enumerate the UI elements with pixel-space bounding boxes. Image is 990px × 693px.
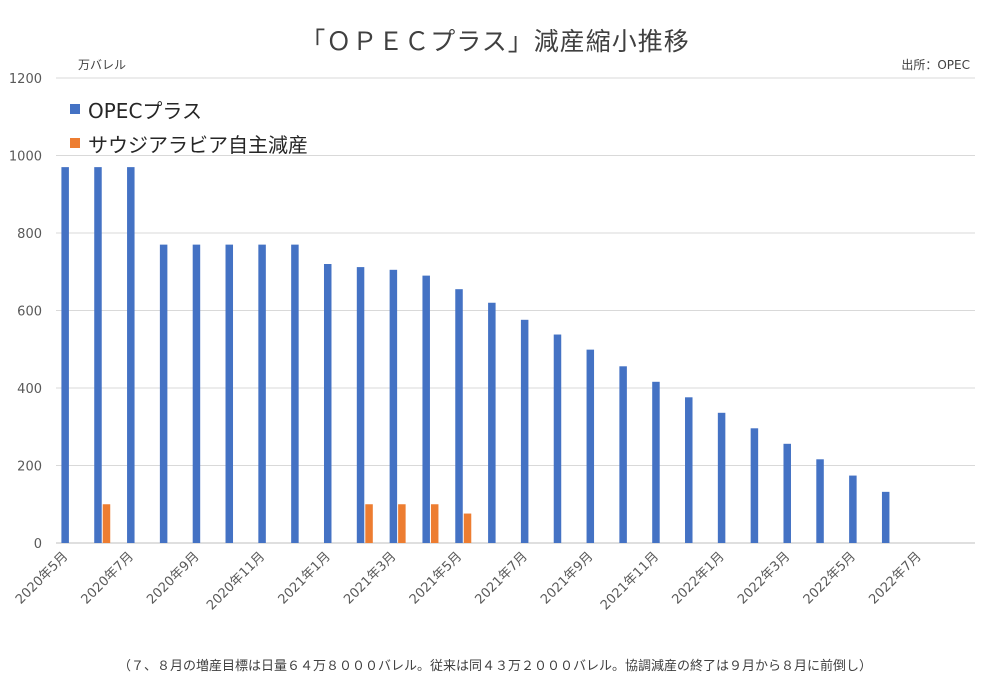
- x-tick-label: 2020年7月: [79, 549, 137, 607]
- legend-label-saudi: サウジアラビア自主減産: [88, 132, 308, 157]
- x-tick-label: 2022年7月: [866, 549, 924, 607]
- footnote: （７、８月の増産目標は日量６４万８０００バレル。従来は同４３万２０００バレル。協…: [117, 659, 872, 674]
- legend-item-opec-plus: OPECプラス: [70, 92, 308, 126]
- bar-opec-plus: [94, 167, 102, 543]
- bar-saudi: [365, 504, 373, 543]
- bar-saudi: [430, 504, 439, 543]
- bar-opec-plus: [258, 244, 266, 543]
- x-tick-label: 2021年3月: [341, 549, 399, 607]
- x-tick-label: 2020年11月: [204, 549, 268, 613]
- bar-opec-plus: [750, 428, 759, 543]
- x-tick-label: 2021年11月: [598, 549, 662, 613]
- x-tick-label: 2022年3月: [735, 549, 793, 607]
- x-tick-label: 2021年5月: [407, 549, 465, 607]
- y-tick-label: 800: [17, 227, 42, 242]
- x-tick-label: 2022年1月: [669, 549, 727, 607]
- x-tick-label: 2021年7月: [473, 549, 531, 607]
- bar-opec-plus: [586, 349, 595, 543]
- bar-opec-plus: [356, 267, 365, 543]
- y-axis-unit-label: 万バレル: [78, 58, 127, 72]
- legend-swatch-orange: [70, 138, 80, 148]
- bar-opec-plus: [192, 244, 201, 543]
- bar-opec-plus: [619, 366, 627, 543]
- legend-swatch-blue: [70, 104, 80, 114]
- bar-opec-plus: [323, 264, 332, 543]
- bar-opec-plus: [685, 397, 693, 543]
- bar-saudi: [463, 513, 472, 543]
- legend: OPECプラス サウジアラビア自主減産: [70, 92, 308, 160]
- y-tick-label: 200: [17, 460, 42, 475]
- x-tick-label: 2021年1月: [276, 549, 334, 607]
- legend-label-opec-plus: OPECプラス: [88, 98, 203, 123]
- legend-item-saudi: サウジアラビア自主減産: [70, 126, 308, 160]
- bar-opec-plus: [455, 289, 463, 543]
- y-tick-label: 1200: [9, 72, 42, 87]
- bar-opec-plus: [553, 334, 562, 543]
- x-tick-label: 2020年5月: [13, 549, 71, 607]
- bar-opec-plus: [652, 381, 660, 543]
- bar-opec-plus: [422, 275, 430, 543]
- bar-opec-plus: [717, 412, 726, 543]
- bar-saudi: [398, 504, 406, 543]
- y-tick-label: 0: [34, 537, 42, 552]
- bar-opec-plus: [488, 302, 496, 543]
- x-tick-label: 2022年5月: [801, 549, 859, 607]
- source-note: 出所：OPEC: [901, 58, 970, 72]
- bar-opec-plus: [389, 269, 398, 543]
- bar-opec-plus: [159, 244, 168, 543]
- bar-opec-plus: [291, 244, 299, 543]
- bar-opec-plus: [849, 475, 857, 543]
- bar-opec-plus: [783, 443, 791, 543]
- x-tick-label: 2020年9月: [144, 549, 202, 607]
- bar-opec-plus: [61, 167, 69, 543]
- bar-saudi: [102, 504, 111, 543]
- y-tick-label: 600: [17, 305, 42, 320]
- x-tick-label: 2021年9月: [538, 549, 596, 607]
- bar-opec-plus: [816, 459, 824, 543]
- y-tick-label: 1000: [9, 150, 42, 165]
- bar-opec-plus: [520, 319, 529, 543]
- bar-opec-plus: [881, 491, 890, 543]
- bar-opec-plus: [225, 244, 234, 543]
- y-tick-label: 400: [17, 382, 42, 397]
- chart-title: 「ＯＰＥＣプラス」減産縮小推移: [300, 27, 690, 56]
- bar-opec-plus: [127, 167, 135, 543]
